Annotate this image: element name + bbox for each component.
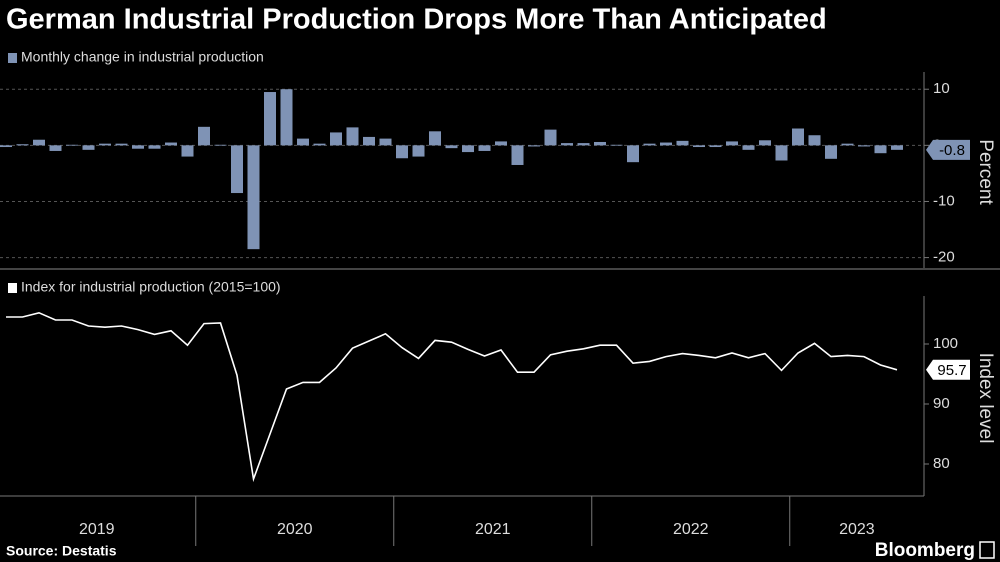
bar bbox=[49, 145, 62, 151]
bar bbox=[528, 145, 540, 147]
y-tick-label: -20 bbox=[933, 249, 955, 266]
bar bbox=[511, 145, 524, 165]
bar bbox=[445, 145, 458, 149]
bar bbox=[330, 132, 342, 146]
bar bbox=[247, 145, 260, 250]
y-tick-label: 80 bbox=[933, 455, 950, 472]
last-value-box bbox=[926, 139, 970, 160]
bar bbox=[676, 140, 689, 146]
bar bbox=[610, 144, 623, 146]
bar bbox=[759, 140, 771, 146]
y-tick-label: 100 bbox=[933, 335, 958, 352]
bar bbox=[66, 144, 78, 146]
bar bbox=[132, 145, 144, 149]
bar bbox=[198, 126, 210, 146]
x-tick-label: 2022 bbox=[673, 521, 709, 538]
bar bbox=[627, 145, 639, 163]
brand: Bloomberg bbox=[875, 540, 975, 561]
bar bbox=[891, 145, 903, 150]
bar bbox=[82, 145, 95, 150]
chart-title: German Industrial Production Drops More … bbox=[6, 4, 827, 36]
bar bbox=[858, 145, 870, 147]
bar bbox=[181, 145, 194, 157]
bar bbox=[214, 144, 227, 146]
last-value-box bbox=[926, 359, 970, 380]
index-line bbox=[6, 311, 898, 483]
bar bbox=[0, 145, 12, 148]
bar bbox=[561, 143, 573, 146]
y-tick-label: 10 bbox=[933, 80, 950, 97]
bar bbox=[313, 143, 326, 146]
last-value-label: -0.8 bbox=[939, 142, 965, 159]
x-tick-label: 2019 bbox=[79, 521, 115, 538]
legend-label: Index for industrial production (2015=10… bbox=[21, 279, 281, 295]
bar bbox=[396, 145, 408, 159]
bar bbox=[148, 145, 161, 149]
bar bbox=[115, 143, 128, 146]
bar bbox=[775, 145, 788, 161]
bar bbox=[660, 142, 672, 146]
bar bbox=[297, 138, 309, 146]
bar bbox=[726, 141, 738, 146]
bar bbox=[346, 127, 359, 146]
bar bbox=[495, 141, 507, 146]
x-tick-label: 2023 bbox=[839, 521, 875, 538]
bar bbox=[462, 145, 474, 153]
bar bbox=[33, 139, 45, 146]
bar bbox=[643, 143, 656, 146]
bar bbox=[544, 129, 557, 146]
bar bbox=[742, 145, 755, 150]
bar bbox=[874, 145, 887, 154]
bar bbox=[709, 145, 722, 148]
bar bbox=[429, 131, 441, 146]
bar bbox=[792, 128, 804, 146]
bar bbox=[99, 143, 111, 146]
bar bbox=[693, 145, 705, 148]
bar bbox=[231, 145, 243, 194]
brand-icon bbox=[979, 541, 995, 559]
bar bbox=[478, 145, 491, 151]
legend-swatch bbox=[8, 53, 17, 63]
last-value-label: 95.7 bbox=[937, 362, 966, 379]
y-axis-title: Index level bbox=[975, 353, 996, 444]
y-tick-label: -10 bbox=[933, 192, 955, 209]
source: Source: Destatis bbox=[6, 543, 117, 559]
bar bbox=[577, 143, 590, 146]
bar bbox=[808, 135, 821, 146]
bar bbox=[594, 141, 606, 146]
legend-label: Monthly change in industrial production bbox=[21, 49, 264, 65]
y-axis-title: Percent bbox=[975, 139, 996, 205]
bar bbox=[280, 89, 293, 146]
x-tick-label: 2021 bbox=[475, 521, 511, 538]
bar bbox=[264, 92, 276, 146]
bar bbox=[363, 136, 375, 146]
bar bbox=[412, 145, 425, 157]
bar bbox=[379, 138, 392, 146]
legend-swatch bbox=[8, 283, 17, 293]
bar bbox=[841, 143, 854, 146]
x-tick-label: 2020 bbox=[277, 521, 313, 538]
bar bbox=[825, 145, 837, 159]
bar bbox=[165, 142, 177, 146]
bar bbox=[16, 144, 29, 146]
y-tick-label: 90 bbox=[933, 395, 950, 412]
